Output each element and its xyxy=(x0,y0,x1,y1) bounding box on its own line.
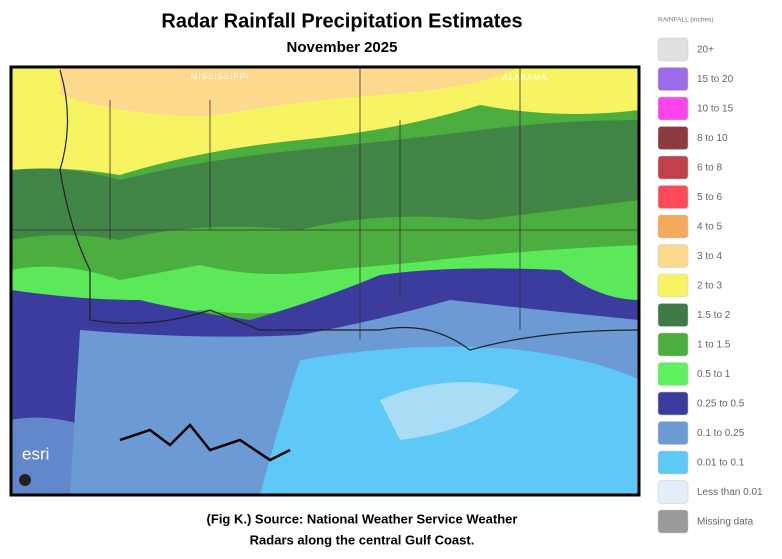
legend-swatch xyxy=(657,214,689,239)
legend-label: 0.5 to 1 xyxy=(697,369,731,380)
legend-title: RAINFALL (inches) xyxy=(658,17,713,24)
legend-swatch xyxy=(657,421,689,445)
legend-swatch xyxy=(657,450,689,475)
attribution: esri xyxy=(22,444,49,463)
legend-swatch xyxy=(657,67,689,91)
legend: RAINFALL (inches) 20+ 15 to 20 10 to 15 8 t… xyxy=(657,17,763,534)
legend-swatch xyxy=(657,273,689,298)
state-label: ALABAMA xyxy=(503,73,548,82)
legend-label: 5 to 6 xyxy=(697,192,722,203)
legend-label: Less than 0.01 xyxy=(697,487,763,498)
legend-swatch xyxy=(657,37,689,62)
legend-swatch xyxy=(657,185,689,209)
legend-label: Missing data xyxy=(697,517,754,528)
legend-swatch xyxy=(657,155,689,180)
map: MISSISSIPPI ALABAMA esri xyxy=(9,65,641,497)
subtitle: November 2025 xyxy=(287,39,398,56)
legend-swatch xyxy=(657,244,689,268)
legend-label: 1.5 to 2 xyxy=(697,310,731,321)
legend-label: 4 to 5 xyxy=(697,222,722,233)
legend-label: 3 to 4 xyxy=(697,251,722,262)
legend-label: 1 to 1.5 xyxy=(697,340,731,351)
state-label: MISSISSIPPI xyxy=(191,72,250,81)
legend-swatch xyxy=(657,96,689,121)
caption: (Fig K.) Source: National Weather Servic… xyxy=(207,511,518,526)
legend-label: 0.25 to 0.5 xyxy=(697,399,745,410)
legend-swatch xyxy=(657,362,689,386)
legend-swatch xyxy=(657,480,689,504)
legend-swatch xyxy=(657,509,689,534)
caption: Radars along the central Gulf Coast. xyxy=(250,532,475,547)
legend-label: 2 to 3 xyxy=(697,281,722,292)
legend-swatch xyxy=(657,332,689,357)
legend-swatch xyxy=(657,303,689,327)
legend-label: 10 to 15 xyxy=(697,104,734,115)
legend-label: 15 to 20 xyxy=(697,74,734,85)
legend-label: 20+ xyxy=(697,45,714,56)
legend-label: 6 to 8 xyxy=(697,163,722,174)
legend-swatch xyxy=(657,126,689,150)
legend-label: 8 to 10 xyxy=(697,133,728,144)
legend-label: 0.1 to 0.25 xyxy=(697,428,745,439)
legend-swatch xyxy=(657,391,689,416)
legend-label: 0.01 to 0.1 xyxy=(697,458,745,469)
title: Radar Rainfall Precipitation Estimates xyxy=(161,10,522,32)
